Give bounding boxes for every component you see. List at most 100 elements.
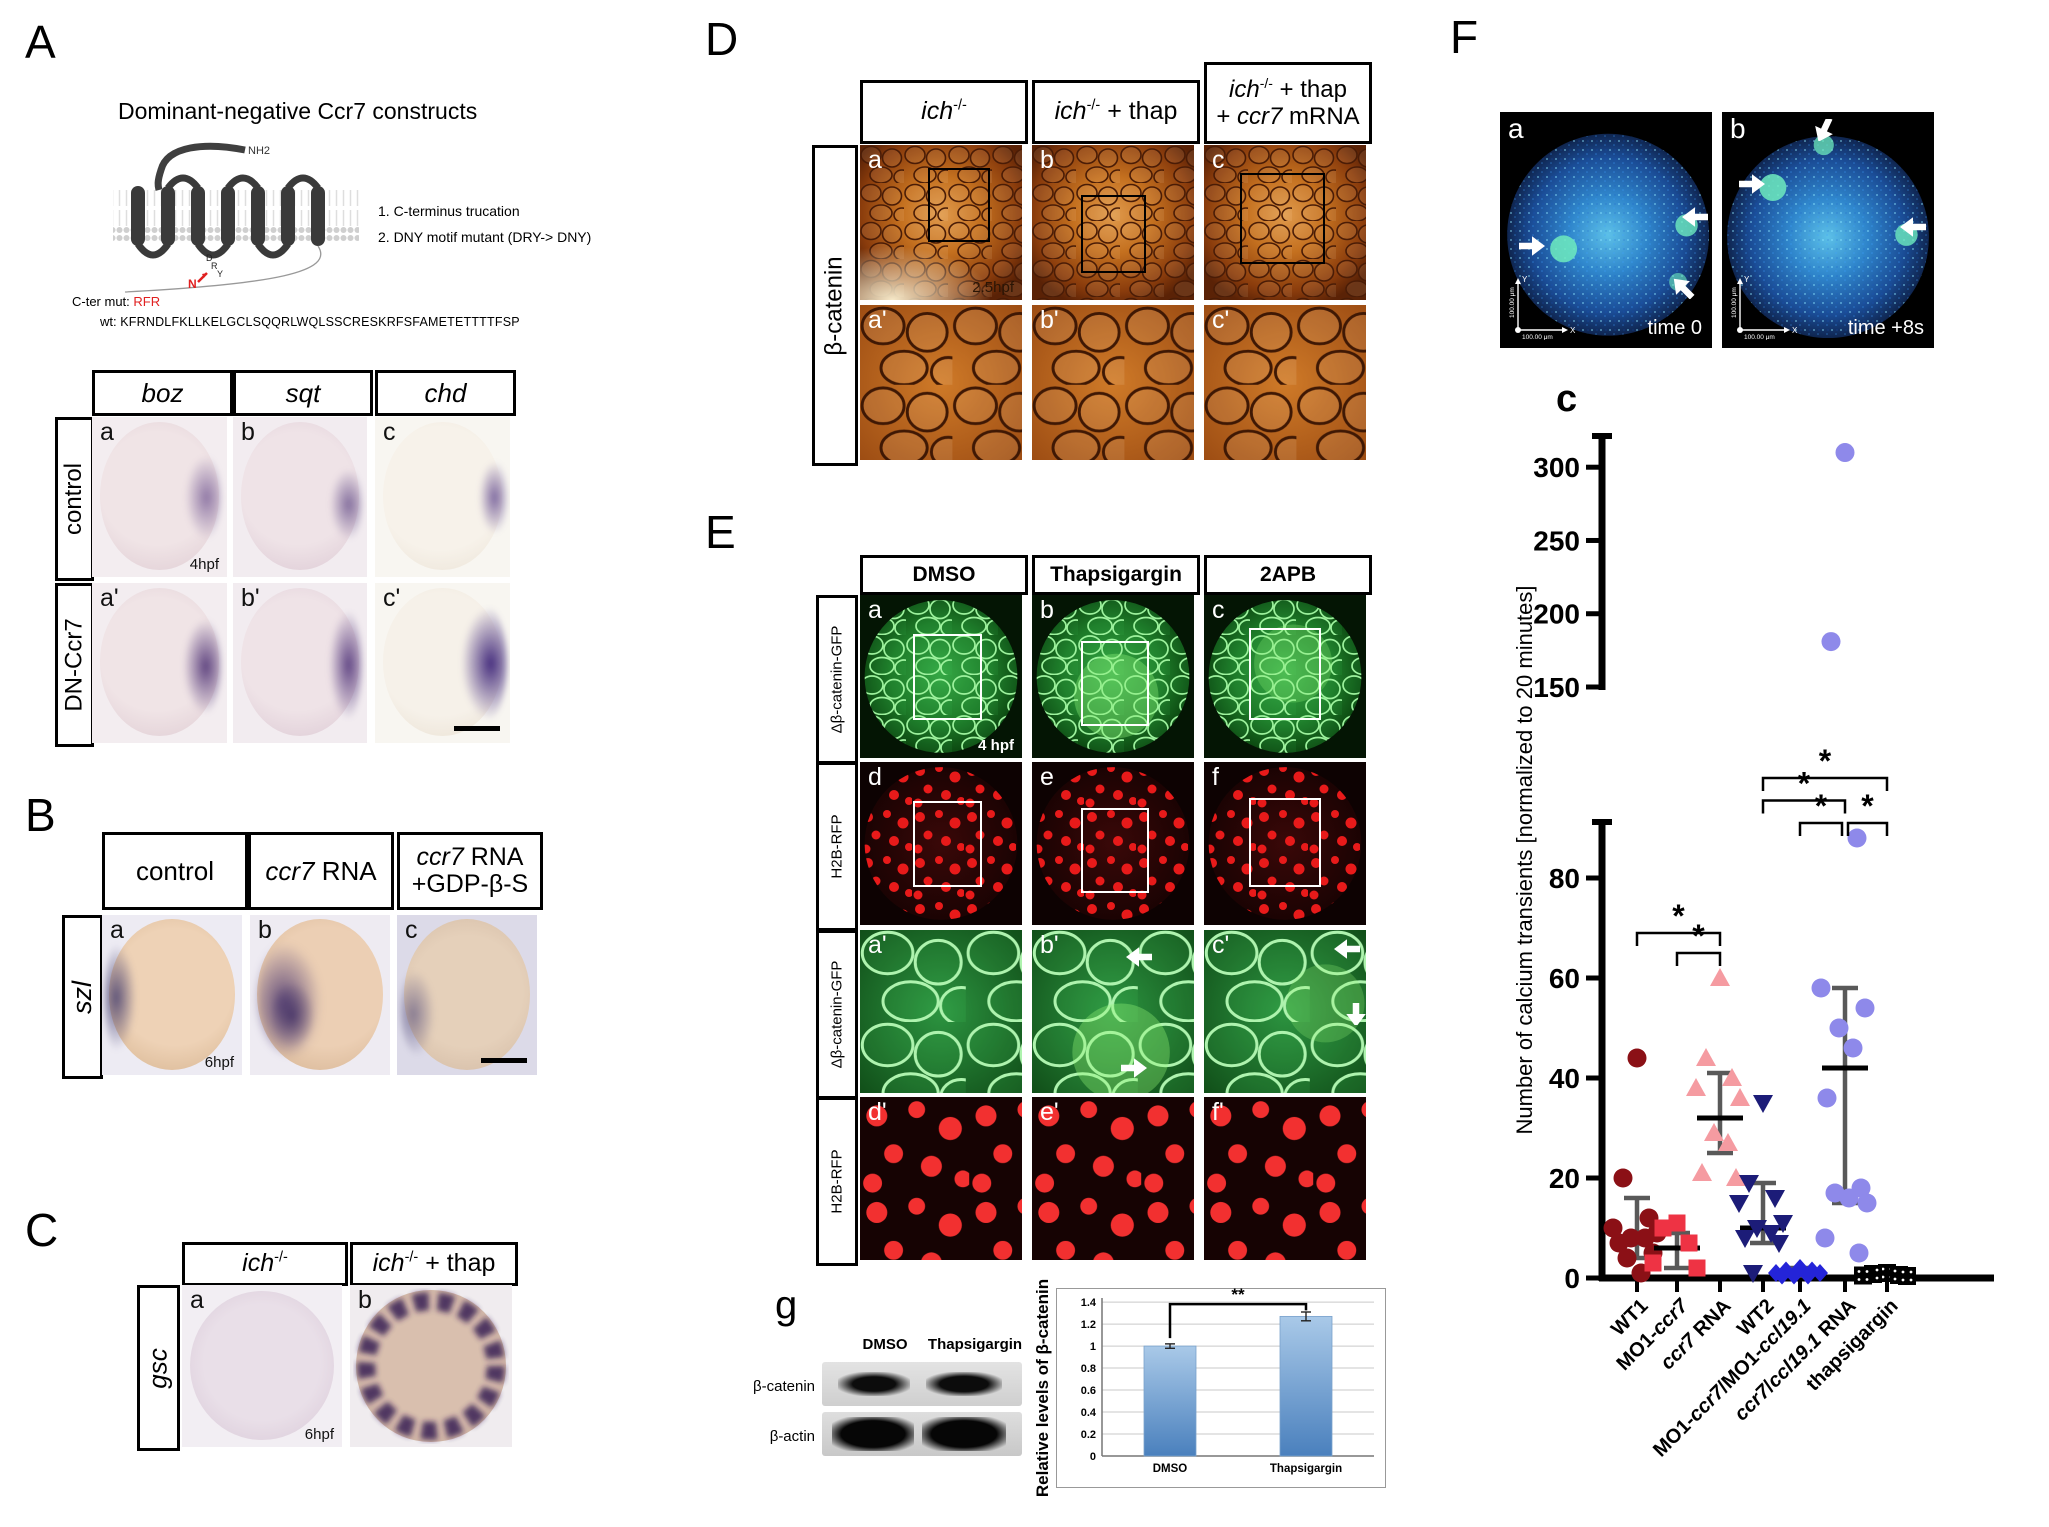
tile-letter: a'	[868, 931, 887, 959]
micrograph-bcatenin-ich-thap-zoom: b'	[1032, 305, 1194, 460]
tile-letter: c	[1212, 146, 1225, 174]
rfp-zoom-dmso: d'	[860, 1097, 1022, 1260]
arrow-icon	[1519, 235, 1546, 256]
gfp-zoom-thapsigargin: b'	[1032, 930, 1194, 1093]
row-header-dn-ccr7: DN-Ccr7	[60, 618, 88, 712]
rfp-embryo-thapsigargin: e	[1032, 762, 1194, 925]
micrograph-bcatenin-ich-zoom: a'	[860, 305, 1022, 460]
col-header-boz: boz	[141, 377, 184, 408]
wt-label: wt:	[100, 314, 117, 329]
inset-box	[1080, 194, 1147, 273]
tile-letter: b'	[1040, 306, 1059, 334]
blot-strip-bactin	[822, 1412, 1022, 1456]
scale-axes-gizmo: Y X 100.00 μm 100.00 μm	[1509, 275, 1576, 340]
scatter-group-6	[1854, 1264, 1916, 1285]
tile-letter: a	[1508, 113, 1524, 144]
micrograph-chd-control: c	[375, 417, 510, 577]
rfp-zoom-thapsigargin: e'	[1032, 1097, 1194, 1260]
col-header-d-ich-thap-ccr7: ich-/- + thap + ccr7 mRNA	[1204, 62, 1372, 144]
tile-letter: b	[1730, 113, 1746, 144]
scatter-significance: ***** *	[1635, 743, 1889, 966]
scatter-axes: 300 250 200 150 0 20 40 60 80 Number of calcium t…	[1512, 433, 1994, 1294]
col-header-control: control	[135, 855, 215, 886]
rfp-zoom-2apb: f'	[1204, 1097, 1366, 1260]
rfp-embryo-dmso: d	[860, 762, 1022, 925]
scatter-group-3	[1729, 1095, 1793, 1283]
bar-DMSO	[1143, 1345, 1197, 1457]
svg-text:*: *	[1861, 788, 1874, 824]
time-label: time 0	[1647, 317, 1702, 339]
tm-helices	[131, 186, 325, 246]
n-terminus-line	[154, 142, 246, 191]
arrow-icon	[1900, 217, 1927, 237]
svg-text:300: 300	[1533, 452, 1580, 483]
micrograph-sqt-dnccr7: b'	[233, 583, 367, 743]
rfp-embryo-2apb: f	[1204, 762, 1366, 925]
svg-text:Thapsigargin: Thapsigargin	[1270, 1463, 1342, 1475]
gsc-ring-overlay	[357, 1292, 505, 1440]
svg-text:0.4: 0.4	[1081, 1407, 1097, 1419]
svg-text:1.2: 1.2	[1081, 1319, 1096, 1331]
tile-letter: e	[1040, 763, 1054, 791]
tile-letter: b	[1040, 146, 1054, 174]
scatter-group-1	[1644, 1214, 1706, 1277]
tile-letter: a	[868, 596, 882, 624]
svg-text:0.6: 0.6	[1081, 1385, 1096, 1397]
dry-y: Y	[217, 269, 223, 279]
tile-letter: e'	[1040, 1098, 1059, 1126]
svg-text:0.2: 0.2	[1081, 1429, 1096, 1441]
bar-Thapsigargin	[1279, 1315, 1333, 1457]
calcium-image-time0: a Y X 100.00 μm 100.00 μm time 0	[1500, 112, 1712, 348]
svg-text:80: 80	[1549, 863, 1580, 894]
row-header-h2b-rfp-2: H2B-RFP	[828, 1149, 846, 1214]
tile-letter: c	[405, 916, 418, 944]
panel-f-plot-label: c	[1556, 378, 1578, 420]
tile-letter: b'	[241, 584, 260, 612]
svg-text:20: 20	[1549, 1163, 1580, 1194]
loops	[135, 174, 321, 259]
timestamp-6hpf: 6hpf	[304, 1426, 334, 1443]
svg-text:*: *	[1819, 743, 1832, 779]
micrograph-szl-control: a 6hpf	[102, 915, 242, 1075]
tile-letter: a'	[100, 584, 119, 612]
tile-letter: a	[190, 1286, 204, 1314]
row-header-dbcatenin-gfp-1: Δβ-catenin-GFP	[828, 625, 846, 734]
nh2-label: NH2	[248, 145, 270, 157]
micrograph-bcatenin-ich-thap-ccr7-zoom: c'	[1204, 305, 1366, 460]
micrograph-szl-ccr7rna-gdpbs: c	[397, 915, 537, 1075]
svg-text:200: 200	[1533, 599, 1580, 630]
arrow-icon	[1811, 119, 1838, 142]
micrograph-sqt-control: b	[233, 417, 367, 577]
scale-bar	[454, 726, 500, 731]
tile-letter: b	[1040, 596, 1054, 624]
row-header-bcatenin: β-catenin	[821, 255, 848, 356]
gfp-embryo-thapsigargin: b	[1032, 595, 1194, 758]
gfp-zoom-2apb: c'	[1204, 930, 1366, 1093]
gfp-zoom-dmso: a'	[860, 930, 1022, 1093]
arrow-icon	[1333, 939, 1360, 959]
tile-letter: d	[868, 763, 882, 791]
col-header-sqt: sqt	[285, 377, 321, 408]
svg-text:150: 150	[1533, 672, 1580, 703]
scale-bar	[481, 1058, 527, 1063]
tile-letter: a	[868, 146, 882, 174]
inset-box	[1080, 640, 1150, 727]
blot-row-bcatenin: β-catenin	[753, 1378, 815, 1395]
c-tail-line	[124, 245, 322, 293]
blot-row-bactin: β-actin	[769, 1428, 815, 1445]
col-header-thapsigargin: Thapsigargin	[1050, 563, 1182, 587]
calcium-image-time8s: b Y X 100.00 μm 100.00 μm time +8s	[1722, 112, 1934, 348]
svg-text:DMSO: DMSO	[1153, 1463, 1188, 1475]
timestamp-4hpf: 4 hpf	[978, 737, 1014, 754]
arrow-icon	[1682, 207, 1709, 228]
inset-box	[1080, 807, 1150, 894]
dry-r: R	[211, 261, 218, 271]
tile-letter: b	[258, 916, 272, 944]
tile-letter: b	[241, 418, 255, 446]
inset-box	[1249, 627, 1322, 720]
blot-lane-thapsigargin: Thapsigargin	[927, 1336, 1023, 1353]
svg-text:1: 1	[1090, 1341, 1096, 1353]
cter-mut-value: RFR	[133, 294, 161, 309]
timestamp-4hpf: 4hpf	[189, 556, 219, 573]
